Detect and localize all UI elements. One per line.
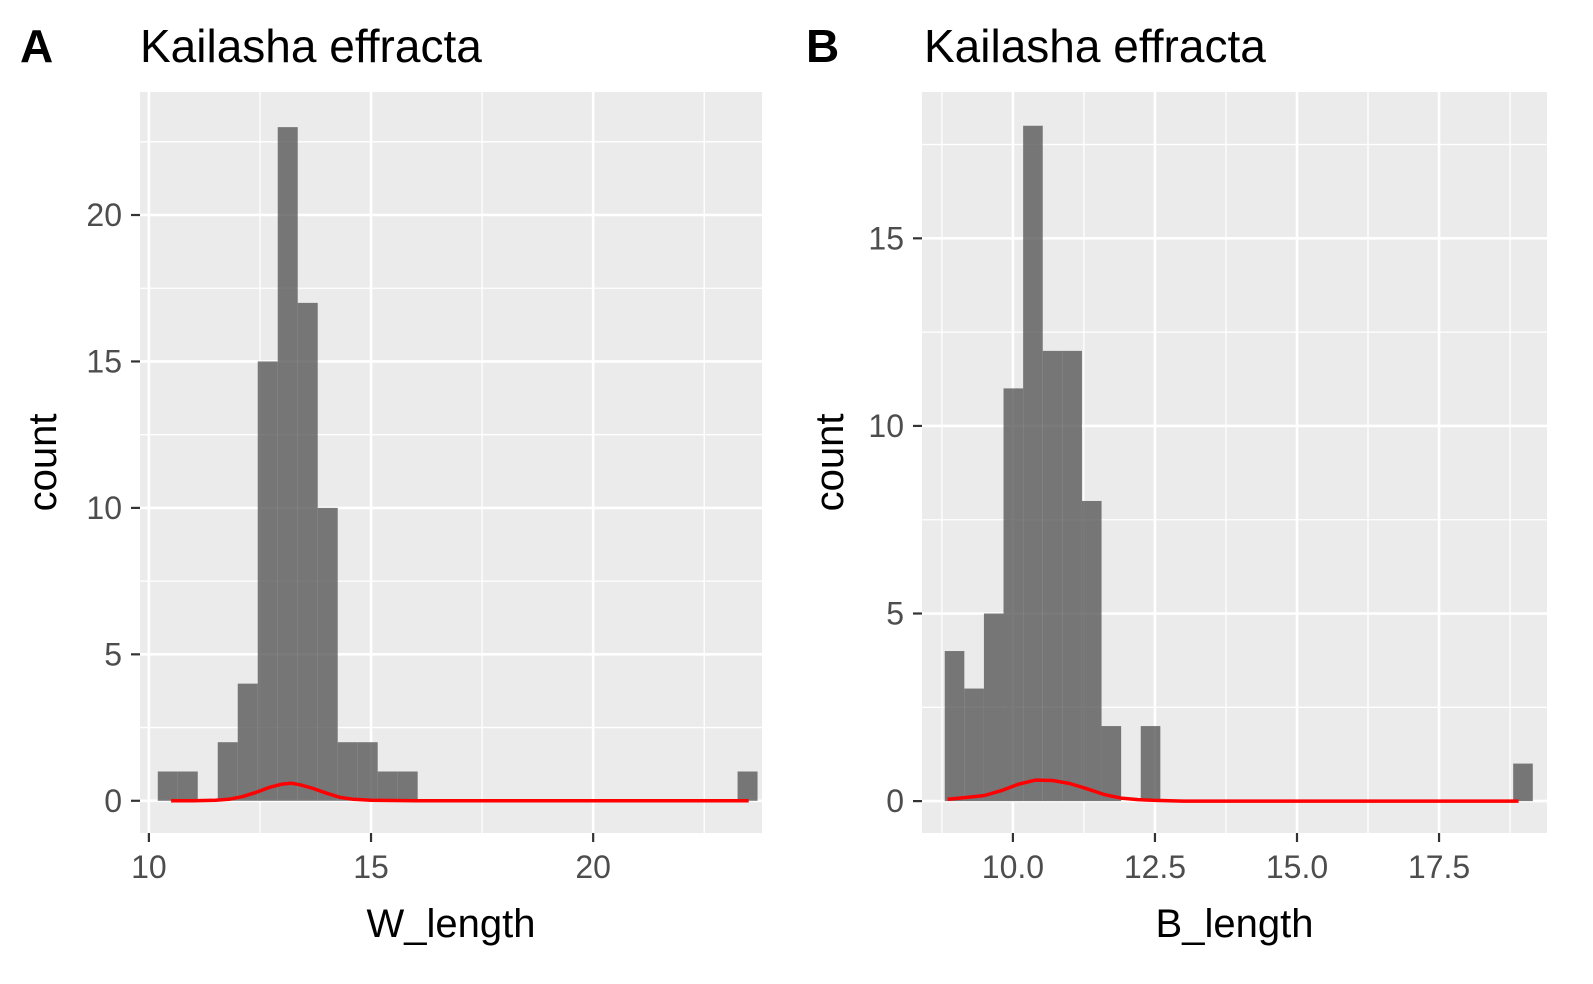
histogram-bar [357,742,378,801]
histogram-bar [1140,726,1161,802]
y-tick-label: 5 [886,596,904,632]
x-tick-label: 15 [353,849,389,885]
panel-title: Kailasha effracta [924,20,1266,72]
histogram-bar [257,361,278,801]
panel-title: Kailasha effracta [140,20,482,72]
x-tick-label: 12.5 [1124,849,1186,885]
x-axis-title: B_length [1156,902,1314,946]
histogram-bar [337,742,358,801]
histogram-bar [277,127,298,801]
histogram-bar [217,742,238,801]
y-tick-label: 20 [86,197,122,233]
histogram-bar [1081,500,1102,802]
histogram-bar [1513,763,1533,802]
x-tick-label: 17.5 [1408,849,1470,885]
histogram-bar [377,771,398,801]
histogram-bar [237,683,258,801]
x-axis-title: W_length [367,902,536,946]
histogram-bar [983,613,1004,802]
x-tick-label: 10 [131,849,167,885]
histogram-bar [1023,125,1043,802]
histogram-bar [177,771,198,801]
x-tick-label: 15.0 [1266,849,1328,885]
histogram-bar [1003,388,1024,802]
y-tick-label: 10 [868,408,904,444]
density-curve [947,778,1519,803]
histogram-bar [1062,350,1082,802]
y-tick-label: 0 [886,783,904,819]
y-tick-label: 10 [86,490,122,526]
x-tick-label: 10.0 [982,849,1044,885]
histogram-bar [1042,350,1063,802]
x-tick-label: 20 [575,849,611,885]
y-axis-title: count [808,414,852,512]
histogram-bar [944,651,965,802]
y-tick-label: 0 [104,783,122,819]
plot-background [140,92,762,833]
histogram-bar [1101,726,1122,802]
y-tick-label: 5 [104,636,122,672]
histogram-bar [737,771,758,801]
histogram-bar [157,771,178,801]
y-axis-title: count [21,414,65,512]
histogram-bar [297,302,318,801]
histogram-bar [397,771,418,801]
y-tick-label: 15 [868,220,904,256]
panel-a: 0 5 10 15 20 10 15 20 W_length count A Kailasha eff… [20,20,762,946]
panel-tag: A [20,20,53,72]
y-tick-label: 15 [86,343,122,379]
panel-b: 0 5 10 15 10.0 12.5 15.0 17.5 B_length count B Kail… [806,20,1547,946]
histogram-bar [317,507,338,801]
panel-tag: B [806,20,839,72]
density-curve [171,781,749,803]
histogram-bar [964,688,984,802]
